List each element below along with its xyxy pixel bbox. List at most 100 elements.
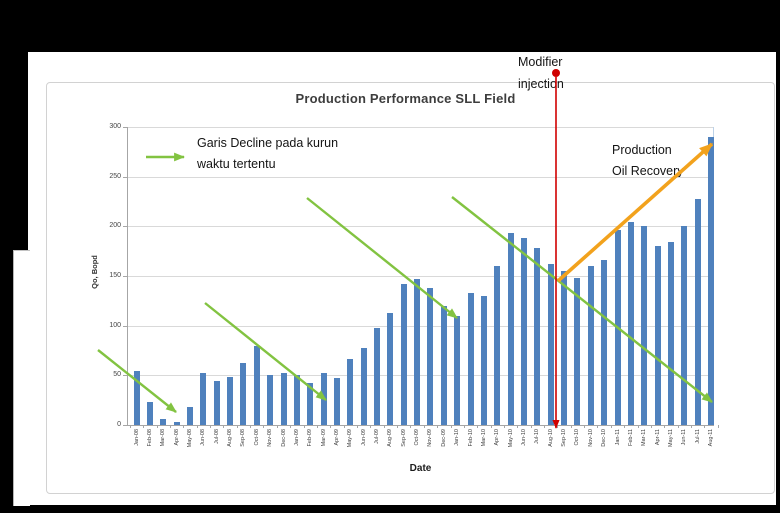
x-tick-label: May-09: [347, 429, 354, 448]
annotation-text-line: Oil Recovery: [612, 164, 684, 178]
x-tick-label: May-08: [186, 429, 193, 448]
x-tick-label: Sep-09: [400, 429, 407, 447]
bar: [146, 402, 153, 425]
x-tick-label: Jan-09: [293, 429, 300, 446]
y-tick-mark: [123, 325, 127, 327]
x-tick-mark: [223, 425, 225, 428]
bar: [414, 279, 421, 425]
x-tick-mark: [517, 425, 519, 428]
bar: [627, 222, 634, 425]
x-tick-mark: [530, 425, 532, 428]
x-tick-mark: [330, 425, 332, 428]
x-tick-mark: [544, 425, 545, 428]
x-axis-line: [127, 425, 714, 426]
chart-title: Production Performance SLL Field: [295, 91, 516, 106]
x-tick-mark: [664, 425, 666, 428]
x-tick-mark: [236, 425, 238, 428]
y-tick-label: 100: [109, 321, 121, 329]
bar: [347, 359, 354, 425]
x-tick-mark: [423, 425, 425, 428]
bar: [467, 292, 474, 425]
gridline: [128, 325, 713, 327]
x-tick-label: Jun-11: [681, 429, 688, 446]
x-tick-label: Jun-08: [200, 429, 207, 446]
x-tick-label: Jul-08: [213, 429, 220, 444]
x-tick-label: Apr-11: [654, 429, 661, 446]
annotation-text-line: Production: [612, 143, 672, 157]
annotation-production-oil-recovery: Production Oil Recovery: [612, 140, 684, 182]
bar: [320, 373, 327, 425]
x-tick-label: Sep-10: [561, 429, 567, 447]
x-tick-label: Aug-11: [708, 429, 714, 447]
bar: [186, 407, 193, 425]
gridline: [128, 276, 713, 277]
y-tick-mark: [123, 276, 127, 277]
left-panel-notch: [13, 250, 30, 506]
x-tick-label: Nov-10: [587, 429, 594, 447]
y-tick-mark: [123, 425, 127, 426]
x-tick-label: Aug-09: [387, 429, 394, 447]
bar: [227, 377, 233, 425]
x-tick-label: Dec-09: [440, 429, 447, 447]
x-tick-label: Oct-10: [574, 429, 581, 446]
x-tick-label: May-11: [667, 429, 674, 447]
bar: [654, 246, 661, 425]
bar: [173, 422, 180, 425]
x-tick-label: Dec-10: [601, 429, 608, 447]
gridline: [128, 176, 713, 178]
x-tick-mark: [210, 425, 211, 428]
x-tick-mark: [650, 425, 652, 428]
x-tick-mark: [610, 425, 612, 428]
x-tick-mark: [356, 425, 358, 428]
bar: [614, 230, 621, 425]
x-tick-mark: [490, 425, 492, 428]
x-tick-mark: [250, 425, 252, 428]
y-tick-mark: [123, 226, 127, 228]
x-tick-mark: [584, 425, 586, 428]
x-tick-mark: [450, 425, 452, 428]
x-tick-label: Feb-08: [146, 429, 153, 447]
x-tick-mark: [410, 425, 412, 428]
annotation-text-line: Modifier: [518, 55, 563, 69]
x-tick-label: Jun-09: [360, 429, 367, 446]
bar: [494, 266, 501, 425]
bar: [307, 383, 314, 425]
x-tick-mark: [383, 425, 385, 428]
x-tick-label: Mar-10: [480, 429, 487, 447]
x-tick-mark: [570, 425, 572, 428]
bar: [213, 381, 220, 425]
gridline: [128, 127, 713, 128]
x-tick-label: Oct-08: [253, 429, 260, 446]
x-tick-mark: [624, 425, 626, 428]
x-tick-label: Jan-11: [614, 429, 621, 446]
y-tick-mark: [123, 375, 127, 377]
bar: [427, 287, 434, 425]
x-tick-mark: [143, 425, 145, 428]
bar: [253, 345, 260, 425]
bar: [667, 242, 674, 425]
x-axis-title: Date: [409, 463, 432, 474]
bar: [293, 375, 300, 425]
x-tick-mark: [343, 425, 345, 428]
bar: [561, 271, 567, 425]
x-tick-mark: [637, 425, 639, 428]
gridline: [128, 375, 713, 377]
y-tick-label: 200: [109, 222, 121, 230]
x-tick-label: Aug-08: [227, 429, 233, 447]
bar: [160, 419, 167, 425]
bar: [374, 327, 380, 425]
bar: [440, 305, 447, 425]
bar: [387, 312, 394, 425]
x-tick-mark: [597, 425, 599, 428]
x-tick-label: May-10: [507, 429, 514, 448]
bar: [520, 238, 527, 425]
x-tick-label: Jul-10: [534, 429, 541, 444]
x-tick-mark: [437, 425, 439, 428]
x-tick-mark: [477, 425, 479, 428]
annotation-text-line: Garis Decline pada kurun: [197, 136, 339, 150]
x-tick-mark: [169, 425, 171, 428]
x-tick-label: Feb-11: [627, 429, 634, 447]
x-tick-mark: [316, 425, 318, 428]
x-tick-label: Mar-09: [320, 429, 327, 447]
